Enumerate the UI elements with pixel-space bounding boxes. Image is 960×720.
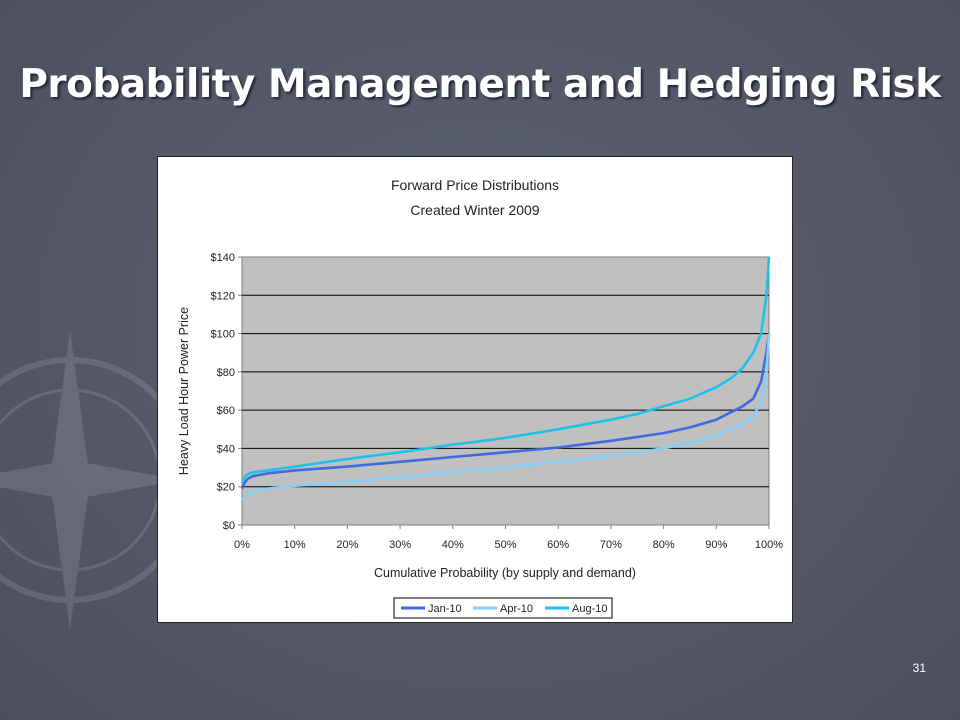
legend-label: Jan-10 [428,603,462,615]
y-axis-label: Heavy Load Hour Power Price [177,307,191,475]
series-line-jan-10 [240,333,771,490]
x-tick-label: 50% [494,539,516,551]
slide-number: 31 [912,661,926,675]
x-tick-labels: 0% 10% 20% 30% 40% 50% 60% 70% 80% 90% 100% [234,539,783,551]
chart-subtitle: Created Winter 2009 [410,202,539,218]
x-tick-label: 20% [336,539,358,551]
legend: Jan-10 Apr-10 Aug-10 [393,597,613,619]
x-tick-label: 60% [547,539,569,551]
y-tick-label: $120 [211,290,235,302]
x-tick-label: 0% [234,539,250,551]
forward-price-chart: Forward Price Distributions Created Wint… [177,177,783,619]
x-tick-label: 30% [389,539,411,551]
y-tick-labels: $0 $20 $40 $60 $80 $100 $120 $140 [211,252,235,532]
grid-lines [238,256,770,529]
legend-box [393,597,613,619]
chart-title: Forward Price Distributions [391,177,559,193]
y-tick-label: $20 [217,482,235,494]
y-tick-label: $100 [211,329,235,341]
plot-area [241,256,770,526]
x-axis-label: Cumulative Probability (by supply and de… [374,566,636,580]
y-tick-label: $60 [217,405,235,417]
x-tick-label: 70% [600,539,622,551]
legend-label: Aug-10 [572,603,607,615]
y-tick-label: $140 [211,252,235,264]
y-tick-label: $40 [217,443,235,455]
x-tick-label: 80% [653,539,675,551]
series-line-aug-10 [240,256,771,484]
x-tick-label: 100% [755,539,783,551]
slide-title: Probability Management and Hedging Risk [19,62,941,107]
series-line-apr-10 [240,333,771,501]
y-tick-label: $80 [217,367,235,379]
x-tick-label: 40% [442,539,464,551]
chart-container: Forward Price Distributions Created Wint… [157,156,793,623]
legend-label: Apr-10 [500,603,533,615]
x-tick-label: 90% [705,539,727,551]
series-lines [240,256,771,501]
x-tick-label: 10% [284,539,306,551]
y-tick-label: $0 [223,520,235,532]
